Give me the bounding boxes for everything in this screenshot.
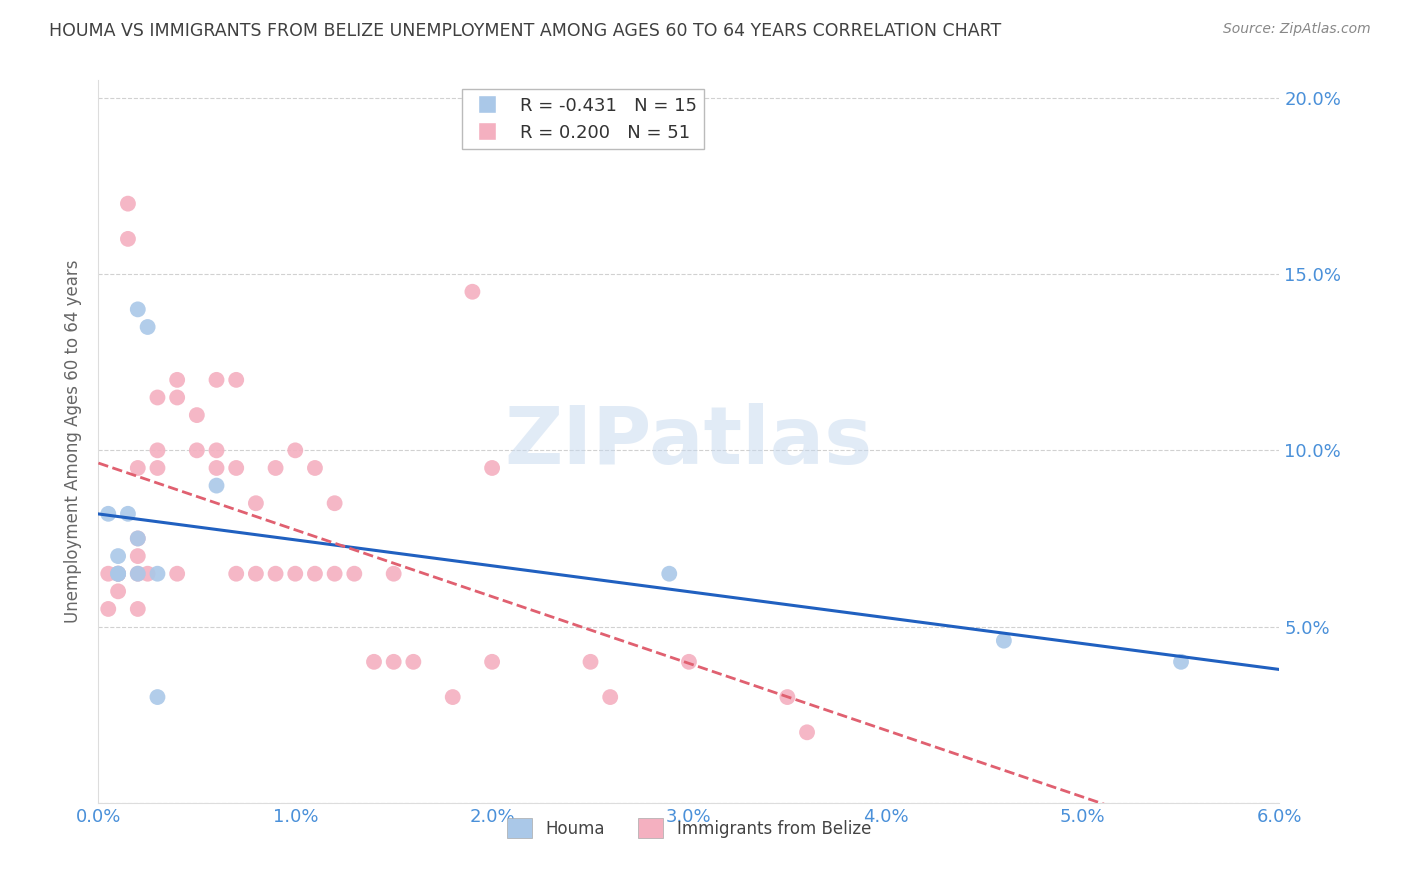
Point [117,232,139,246]
Point [127,461,149,475]
Point [107,566,129,581]
Point [264,461,287,475]
Point [284,443,307,458]
Point [678,655,700,669]
Point [461,285,484,299]
Point [127,602,149,616]
Point [993,633,1015,648]
Point [579,655,602,669]
Point [225,373,247,387]
Y-axis label: Unemployment Among Ages 60 to 64 years: Unemployment Among Ages 60 to 64 years [63,260,82,624]
Point [304,461,326,475]
Point [245,496,267,510]
Point [323,566,346,581]
Point [225,566,247,581]
Point [136,566,159,581]
Point [127,302,149,317]
Point [127,532,149,546]
Point [186,408,208,422]
Point [205,373,228,387]
Point [205,478,228,492]
Point [776,690,799,704]
Point [225,461,247,475]
Point [107,584,129,599]
Point [97,507,120,521]
Point [127,532,149,546]
Point [107,566,129,581]
Point [117,507,139,521]
Point [264,566,287,581]
Point [599,690,621,704]
Point [796,725,818,739]
Text: ZIPatlas: ZIPatlas [505,402,873,481]
Point [127,549,149,563]
Point [304,566,326,581]
Point [382,655,405,669]
Point [205,461,228,475]
Point [363,655,385,669]
Point [166,566,188,581]
Point [658,566,681,581]
Point [97,602,120,616]
Point [146,461,169,475]
Point [186,443,208,458]
Point [245,566,267,581]
Point [127,566,149,581]
Point [146,443,169,458]
Point [107,566,129,581]
Point [127,566,149,581]
Point [97,566,120,581]
Point [1170,655,1192,669]
Point [402,655,425,669]
Point [481,655,503,669]
Point [166,391,188,405]
Point [107,549,129,563]
Point [323,496,346,510]
Point [146,566,169,581]
Point [146,391,169,405]
Point [343,566,366,581]
Point [136,320,159,334]
Point [117,196,139,211]
Point [166,373,188,387]
Point [205,443,228,458]
Text: Source: ZipAtlas.com: Source: ZipAtlas.com [1223,22,1371,37]
Text: HOUMA VS IMMIGRANTS FROM BELIZE UNEMPLOYMENT AMONG AGES 60 TO 64 YEARS CORRELATI: HOUMA VS IMMIGRANTS FROM BELIZE UNEMPLOY… [49,22,1001,40]
Point [481,461,503,475]
Point [146,690,169,704]
Point [107,566,129,581]
Point [441,690,464,704]
Legend: Houma, Immigrants from Belize: Houma, Immigrants from Belize [501,812,877,845]
Point [284,566,307,581]
Point [382,566,405,581]
